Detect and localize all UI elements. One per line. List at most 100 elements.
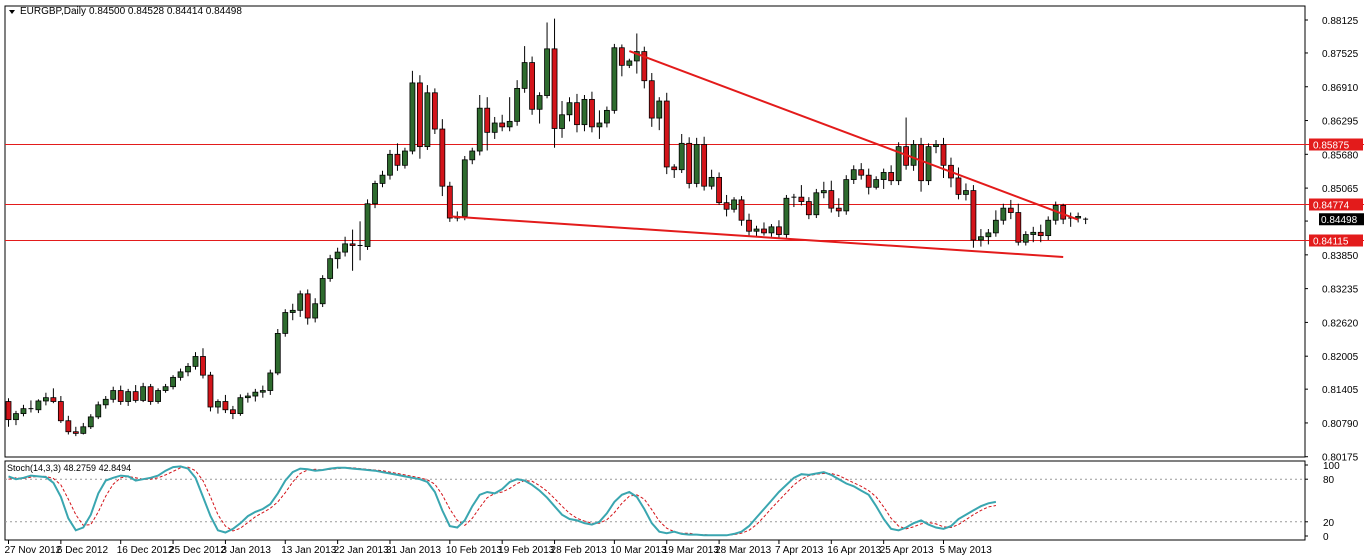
candle[interactable] xyxy=(514,80,521,126)
candle[interactable] xyxy=(880,168,887,189)
candle[interactable] xyxy=(244,392,251,403)
candle[interactable] xyxy=(798,185,805,206)
candle[interactable] xyxy=(469,147,476,165)
candle[interactable] xyxy=(581,94,588,132)
candle[interactable] xyxy=(110,386,117,403)
candle[interactable] xyxy=(13,410,19,426)
candle[interactable] xyxy=(963,183,969,201)
candle[interactable] xyxy=(289,303,296,321)
candle[interactable] xyxy=(207,371,214,412)
candle[interactable] xyxy=(783,194,790,238)
candle[interactable] xyxy=(177,368,184,381)
candle[interactable] xyxy=(147,383,154,405)
candle[interactable] xyxy=(648,73,655,127)
candle[interactable] xyxy=(843,175,850,215)
candle[interactable] xyxy=(125,388,132,406)
candle[interactable] xyxy=(357,221,363,261)
candle[interactable] xyxy=(768,224,775,237)
candle[interactable] xyxy=(985,229,992,245)
candle[interactable] xyxy=(1030,226,1037,243)
candle[interactable] xyxy=(162,383,169,393)
candle[interactable] xyxy=(379,170,386,188)
candle[interactable] xyxy=(536,92,543,124)
candle[interactable] xyxy=(1075,212,1082,223)
candle[interactable] xyxy=(641,46,648,89)
candle[interactable] xyxy=(1000,203,1007,225)
candle[interactable] xyxy=(491,116,498,139)
candle[interactable] xyxy=(589,91,595,133)
candle[interactable] xyxy=(858,163,865,180)
candle[interactable] xyxy=(828,180,835,213)
candle[interactable] xyxy=(409,70,416,155)
candle[interactable] xyxy=(102,396,109,409)
candle[interactable] xyxy=(1007,199,1014,220)
candle[interactable] xyxy=(910,140,917,171)
candle[interactable] xyxy=(551,18,558,148)
candle[interactable] xyxy=(805,197,812,220)
candle[interactable] xyxy=(626,58,633,69)
candle[interactable] xyxy=(117,385,124,405)
candle[interactable] xyxy=(611,43,618,114)
candle[interactable] xyxy=(678,133,685,173)
candle[interactable] xyxy=(701,136,708,191)
candle[interactable] xyxy=(200,348,206,379)
candle[interactable] xyxy=(596,110,603,139)
candle[interactable] xyxy=(259,385,266,398)
main-plot-area[interactable] xyxy=(4,5,1364,458)
candle[interactable] xyxy=(72,426,79,437)
candle[interactable] xyxy=(521,46,528,93)
candle[interactable] xyxy=(50,388,57,404)
trendline[interactable] xyxy=(449,215,1064,259)
candle[interactable] xyxy=(28,400,34,413)
candle[interactable] xyxy=(372,180,378,209)
candle[interactable] xyxy=(57,396,64,423)
candle[interactable] xyxy=(87,414,94,429)
candle[interactable] xyxy=(761,222,767,236)
trendline[interactable] xyxy=(628,50,1079,221)
candle[interactable] xyxy=(484,97,491,151)
candle[interactable] xyxy=(446,181,453,222)
candle[interactable] xyxy=(716,172,722,205)
stochastic-panel[interactable]: 100 80 20 0 xyxy=(4,460,1340,543)
candle[interactable] xyxy=(319,275,326,308)
candle[interactable] xyxy=(35,399,42,414)
candle[interactable] xyxy=(416,75,423,159)
candle[interactable] xyxy=(267,369,274,395)
candle[interactable] xyxy=(20,404,27,417)
candle[interactable] xyxy=(461,155,468,221)
candle[interactable] xyxy=(618,44,625,77)
candle[interactable] xyxy=(402,147,408,169)
candle[interactable] xyxy=(5,398,12,427)
candle[interactable] xyxy=(671,164,678,178)
candle[interactable] xyxy=(746,213,752,236)
candle[interactable] xyxy=(312,298,319,323)
candle[interactable] xyxy=(439,119,446,197)
triangle-down-icon[interactable] xyxy=(9,10,15,14)
candle[interactable] xyxy=(364,199,371,250)
candle[interactable] xyxy=(394,143,401,171)
candle[interactable] xyxy=(252,388,259,402)
candle[interactable] xyxy=(222,394,229,414)
candle[interactable] xyxy=(1037,224,1044,243)
candle[interactable] xyxy=(604,106,610,128)
candle[interactable] xyxy=(663,92,670,175)
candle[interactable] xyxy=(431,88,438,134)
candle[interactable] xyxy=(791,193,797,208)
candle[interactable] xyxy=(65,415,72,435)
candle[interactable] xyxy=(820,181,827,199)
candle[interactable] xyxy=(342,236,349,257)
candle[interactable] xyxy=(297,290,304,317)
candle[interactable] xyxy=(282,309,289,337)
candle[interactable] xyxy=(544,22,550,99)
candle[interactable] xyxy=(506,97,513,132)
candle[interactable] xyxy=(387,149,393,180)
candle[interactable] xyxy=(776,220,782,238)
candle[interactable] xyxy=(693,137,700,188)
candle[interactable] xyxy=(731,197,737,213)
candle[interactable] xyxy=(835,198,842,217)
candle[interactable] xyxy=(895,142,902,186)
candle[interactable] xyxy=(327,254,334,282)
candle[interactable] xyxy=(132,385,139,403)
candle[interactable] xyxy=(708,169,715,190)
